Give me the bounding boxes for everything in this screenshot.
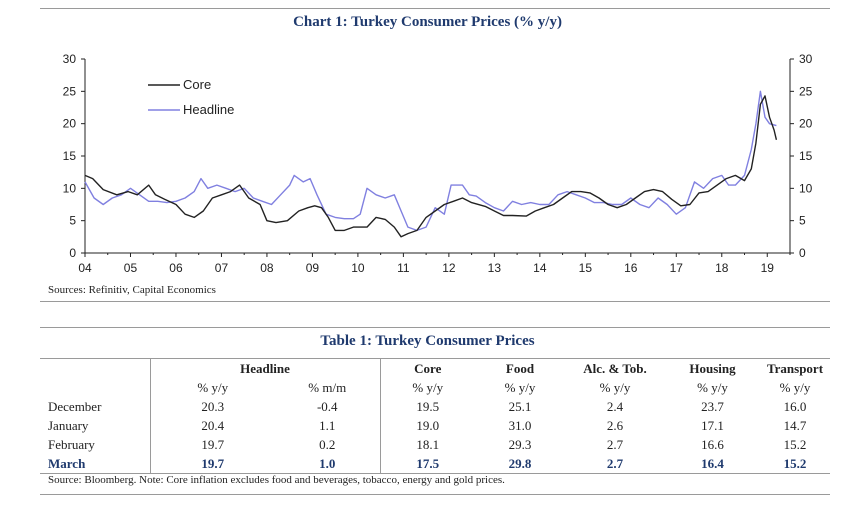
table-row: December 20.3 -0.4 19.5 25.1 2.4 23.7 16… bbox=[40, 397, 830, 416]
legend-label-core: Core bbox=[183, 77, 211, 92]
x-tick-label: 06 bbox=[169, 261, 183, 275]
table-cell: 29.8 bbox=[475, 454, 565, 474]
x-tick-label: 09 bbox=[306, 261, 320, 275]
y-tick-label-right: 20 bbox=[799, 117, 813, 131]
x-tick-label: 12 bbox=[442, 261, 456, 275]
table-cell: 15.2 bbox=[760, 454, 830, 474]
x-tick-label: 08 bbox=[260, 261, 274, 275]
unit-headline-yy: % y/y bbox=[149, 378, 275, 397]
header-core: Core bbox=[379, 358, 475, 378]
y-tick-label-right: 25 bbox=[799, 84, 813, 98]
x-tick-label: 05 bbox=[124, 261, 138, 275]
cpi-table: Headline Core Food Alc. & Tob. Housing T… bbox=[40, 358, 830, 474]
table-cell: 0.2 bbox=[319, 437, 336, 452]
y-tick-label-left: 25 bbox=[63, 84, 77, 98]
x-tick-label: 14 bbox=[533, 261, 547, 275]
y-tick-label-right: 30 bbox=[799, 52, 813, 66]
chart-bottom-rule bbox=[40, 301, 830, 302]
table-source: Source: Bloomberg. Note: Core inflation … bbox=[48, 474, 505, 486]
table-cell: 20.4 bbox=[149, 416, 275, 435]
x-tick-label: 13 bbox=[488, 261, 502, 275]
x-tick-label: 04 bbox=[78, 261, 92, 275]
unit-core: % y/y bbox=[379, 378, 475, 397]
row-label: March bbox=[40, 454, 150, 474]
x-tick-label: 15 bbox=[579, 261, 593, 275]
x-tick-label: 10 bbox=[351, 261, 365, 275]
table-cell: 16.6 bbox=[701, 437, 724, 452]
y-tick-label-right: 10 bbox=[799, 181, 813, 195]
table-cell: 17.5 bbox=[379, 454, 475, 474]
table-cell: 19.0 bbox=[379, 416, 475, 435]
table-cell: 31.0 bbox=[508, 418, 532, 433]
y-tick-label-right: 5 bbox=[799, 214, 806, 228]
unit-transport: % y/y bbox=[779, 380, 811, 395]
table-cell: 2.4 bbox=[606, 399, 624, 414]
unit-alc-tob: % y/y bbox=[599, 380, 631, 395]
x-tick-label: 11 bbox=[397, 261, 410, 275]
table-cell: 25.1 bbox=[508, 399, 532, 414]
x-tick-label: 18 bbox=[715, 261, 729, 275]
table-cell: 16.4 bbox=[665, 454, 760, 474]
table-cell: 23.7 bbox=[701, 399, 724, 414]
series-line-headline bbox=[84, 90, 777, 232]
header-housing: Housing bbox=[665, 358, 760, 378]
y-tick-label-right: 15 bbox=[799, 149, 813, 163]
series-line-core bbox=[84, 95, 778, 238]
table-bottom-rule bbox=[40, 494, 830, 495]
chart-source: Sources: Refinitiv, Capital Economics bbox=[48, 284, 216, 296]
table-cell: 14.7 bbox=[783, 418, 807, 433]
table-cell: 2.7 bbox=[565, 454, 665, 474]
y-tick-label-right: 0 bbox=[799, 246, 806, 260]
x-tick-label: 17 bbox=[670, 261, 684, 275]
table-cell: 19.5 bbox=[379, 397, 475, 416]
table-cell: 17.1 bbox=[701, 418, 724, 433]
y-tick-label-left: 10 bbox=[63, 181, 77, 195]
header-food: Food bbox=[475, 358, 565, 378]
row-label: February bbox=[48, 437, 95, 452]
table-cell: 19.7 bbox=[149, 454, 275, 474]
table-cell: 19.7 bbox=[149, 435, 275, 454]
legend-label-headline: Headline bbox=[183, 102, 234, 117]
unit-headline-mm: % m/m bbox=[308, 380, 347, 395]
x-tick-label: 16 bbox=[624, 261, 638, 275]
x-tick-label: 07 bbox=[215, 261, 229, 275]
table-row: February 19.7 0.2 18.1 29.3 2.7 16.6 15.… bbox=[40, 435, 830, 454]
y-tick-label-left: 15 bbox=[63, 149, 77, 163]
table-cell: -0.4 bbox=[316, 399, 338, 414]
table-row: January 20.4 1.1 19.0 31.0 2.6 17.1 14.7 bbox=[40, 416, 830, 435]
table-cell: 2.7 bbox=[606, 437, 624, 452]
x-tick-label: 19 bbox=[761, 261, 775, 275]
table-cell: 15.2 bbox=[783, 437, 807, 452]
chart-title: Chart 1: Turkey Consumer Prices (% y/y) bbox=[293, 14, 562, 30]
table-cell: 1.0 bbox=[275, 454, 380, 474]
table-cell: 18.1 bbox=[379, 435, 475, 454]
table-cell: 1.1 bbox=[319, 418, 336, 433]
y-tick-label-left: 30 bbox=[63, 52, 77, 66]
header-alc-tob: Alc. & Tob. bbox=[565, 358, 665, 378]
header-transport: Transport bbox=[760, 358, 830, 378]
row-label: December bbox=[48, 399, 102, 414]
table-cell: 20.3 bbox=[149, 397, 275, 416]
table-row-highlighted: March 19.7 1.0 17.5 29.8 2.7 16.4 15.2 bbox=[40, 454, 830, 474]
table-title: Table 1: Turkey Consumer Prices bbox=[320, 333, 535, 349]
y-tick-label-left: 5 bbox=[69, 214, 76, 228]
y-tick-label-left: 20 bbox=[63, 117, 77, 131]
header-headline: Headline bbox=[149, 358, 380, 378]
unit-housing: % y/y bbox=[697, 380, 728, 395]
top-rule bbox=[40, 8, 830, 9]
table-cell: 2.6 bbox=[606, 418, 624, 433]
unit-food: % y/y bbox=[504, 380, 536, 395]
table-cell: 29.3 bbox=[508, 437, 532, 452]
row-label: January bbox=[48, 418, 89, 433]
table-cell: 16.0 bbox=[783, 399, 807, 414]
y-tick-label-left: 0 bbox=[69, 246, 76, 260]
table-top-rule bbox=[40, 327, 830, 328]
